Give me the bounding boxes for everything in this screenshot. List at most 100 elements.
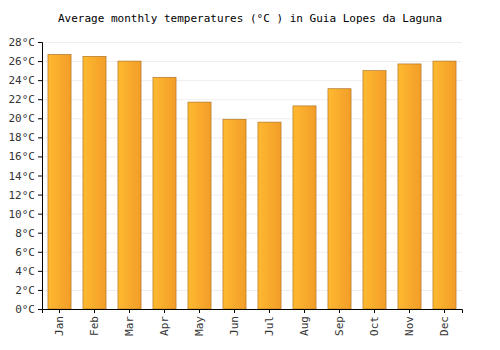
y-tick: 16°C: [9, 150, 43, 163]
y-tick-label: 6°C: [15, 246, 35, 259]
x-tick: Aug: [298, 309, 311, 336]
y-tick-mark: [38, 214, 42, 215]
x-axis-line: [43, 310, 463, 314]
x-tick-label: Jun: [228, 316, 241, 336]
y-tick-mark: [38, 195, 42, 196]
y-tick: 20°C: [9, 112, 43, 125]
y-tick-label: 28°C: [9, 36, 36, 49]
y-tick-label: 14°C: [9, 170, 36, 183]
x-tick-mark: [59, 309, 60, 313]
y-tick: 14°C: [9, 170, 43, 183]
x-tick-label: Nov: [403, 316, 416, 336]
y-axis-line: [38, 43, 43, 310]
x-tick-mark: [129, 309, 130, 313]
bar: [328, 89, 351, 309]
x-axis: Jan Feb Mar Apr May Jun Jul Aug Sep Oct Nov Dec: [43, 309, 463, 336]
y-tick-mark: [38, 271, 42, 272]
x-tick-mark: [444, 309, 445, 313]
x-tick: Nov: [403, 309, 416, 336]
y-tick: 10°C: [9, 208, 43, 221]
x-tick-label: Sep: [333, 316, 346, 336]
y-tick-label: 0°C: [15, 303, 35, 316]
x-tick: Apr: [158, 309, 171, 336]
title: Average monthly temperatures (°C ) in Gu…: [58, 12, 442, 25]
y-tick-label: 26°C: [9, 55, 36, 68]
x-tick-mark: [339, 309, 340, 313]
bar: [398, 64, 421, 309]
bar: [258, 122, 281, 309]
x-tick-label: Feb: [88, 316, 101, 336]
y-tick: 8°C: [15, 227, 42, 240]
y-tick: 2°C: [15, 284, 42, 297]
bar: [188, 102, 211, 309]
x-tick: Oct: [368, 309, 381, 336]
y-tick-mark: [38, 233, 42, 234]
y-tick: 12°C: [9, 189, 43, 202]
x-tick-label: Jan: [53, 316, 66, 336]
bar: [48, 54, 71, 309]
bar: [223, 119, 246, 309]
y-tick-label: 20°C: [9, 112, 36, 125]
x-tick-label: Apr: [158, 316, 171, 336]
y-tick-mark: [38, 252, 42, 253]
y-axis: 0°C 2°C 4°C 6°C 8°C 10°C 12°C 14°C 16°C 18°C 20°C 2…: [9, 36, 43, 316]
bar: [118, 61, 141, 309]
y-tick: 28°C: [9, 36, 43, 49]
y-tick-mark: [38, 137, 42, 138]
x-tick: Mar: [123, 309, 136, 336]
x-tick-mark: [269, 309, 270, 313]
y-tick-label: 18°C: [9, 131, 36, 144]
y-tick-label: 24°C: [9, 74, 36, 87]
bar: [433, 61, 456, 309]
x-tick-label: Mar: [123, 316, 136, 336]
y-tick: 26°C: [9, 55, 43, 68]
y-tick: 6°C: [15, 246, 42, 259]
y-tick-label: 12°C: [9, 189, 36, 202]
y-tick-mark: [38, 80, 42, 81]
grid: [42, 43, 462, 310]
y-tick-label: 4°C: [15, 265, 35, 278]
x-tick-mark: [234, 309, 235, 313]
plot: 0°C 2°C 4°C 6°C 8°C 10°C 12°C 14°C 16°C 18°C 20°C 2…: [9, 36, 463, 336]
y-tick-mark: [38, 290, 42, 291]
x-tick: Sep: [333, 309, 346, 336]
x-tick-label: Oct: [368, 316, 381, 336]
y-tick-label: 10°C: [9, 208, 36, 221]
y-tick-label: 8°C: [15, 227, 35, 240]
y-tick-label: 16°C: [9, 150, 36, 163]
x-tick: Feb: [88, 309, 101, 336]
x-tick: Dec: [438, 309, 451, 336]
y-tick-mark: [38, 118, 42, 119]
x-tick: Jun: [228, 309, 241, 336]
x-tick-mark: [374, 309, 375, 313]
y-tick-mark: [38, 156, 42, 157]
x-tick-label: Dec: [438, 316, 451, 336]
bar: [293, 106, 316, 309]
y-tick-mark: [38, 61, 42, 62]
bar: [83, 56, 106, 309]
y-tick-label: 22°C: [9, 93, 36, 106]
x-tick-mark: [409, 309, 410, 313]
bar: [363, 71, 386, 309]
x-tick-label: Jul: [263, 316, 276, 336]
chart: 0°C 2°C 4°C 6°C 8°C 10°C 12°C 14°C 16°C 18°C 20°C 2…: [0, 0, 500, 350]
y-tick-mark: [38, 176, 42, 177]
x-tick-label: Aug: [298, 316, 311, 336]
x-tick: May: [193, 309, 206, 336]
y-tick-mark: [38, 309, 42, 310]
y-tick: 18°C: [9, 131, 43, 144]
grid-line: [42, 42, 462, 43]
y-tick-label: 2°C: [15, 284, 35, 297]
bars: [48, 54, 456, 309]
y-tick-mark: [38, 99, 42, 100]
y-tick-mark: [38, 42, 42, 43]
x-tick-mark: [199, 309, 200, 313]
x-tick-mark: [164, 309, 165, 313]
y-tick: 24°C: [9, 74, 43, 87]
x-tick-mark: [304, 309, 305, 313]
y-tick: 22°C: [9, 93, 43, 106]
x-tick: Jul: [263, 309, 276, 336]
y-tick: 0°C: [15, 303, 42, 316]
x-tick-mark: [94, 309, 95, 313]
x-tick-label: May: [193, 316, 206, 336]
